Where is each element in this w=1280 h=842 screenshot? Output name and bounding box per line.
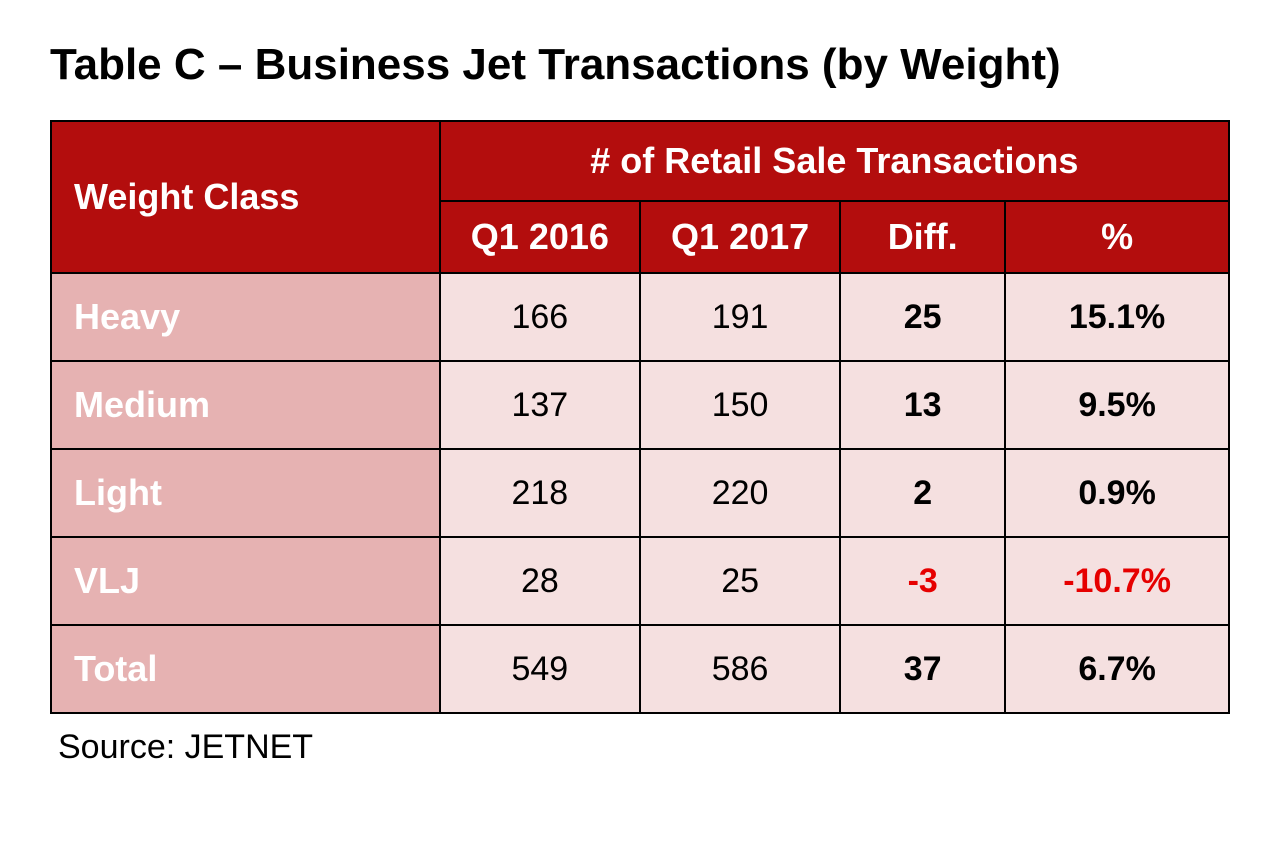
col-diff: Diff.: [840, 201, 1005, 273]
row-label: VLJ: [51, 537, 440, 625]
col-q1-2017: Q1 2017: [640, 201, 840, 273]
page-title: Table C – Business Jet Transactions (by …: [50, 40, 1230, 90]
col-q1-2016: Q1 2016: [440, 201, 640, 273]
source-line: Source: JETNET: [50, 728, 1230, 767]
cell-q1-2017: 25: [640, 537, 840, 625]
cell-pct: 15.1%: [1005, 273, 1229, 361]
col-weight-class: Weight Class: [51, 121, 440, 273]
row-label: Total: [51, 625, 440, 713]
cell-q1-2016: 549: [440, 625, 640, 713]
table-header: Weight Class # of Retail Sale Transactio…: [51, 121, 1229, 273]
cell-q1-2017: 150: [640, 361, 840, 449]
cell-q1-2017: 586: [640, 625, 840, 713]
table-c-container: Table C – Business Jet Transactions (by …: [0, 0, 1280, 767]
row-label: Light: [51, 449, 440, 537]
cell-q1-2016: 137: [440, 361, 640, 449]
table-row: Medium 137 150 13 9.5%: [51, 361, 1229, 449]
table-body: Heavy 166 191 25 15.1% Medium 137 150 13…: [51, 273, 1229, 713]
cell-q1-2016: 218: [440, 449, 640, 537]
cell-pct: 9.5%: [1005, 361, 1229, 449]
cell-pct: 6.7%: [1005, 625, 1229, 713]
cell-diff: 2: [840, 449, 1005, 537]
table-row: Light 218 220 2 0.9%: [51, 449, 1229, 537]
cell-pct: -10.7%: [1005, 537, 1229, 625]
transactions-table: Weight Class # of Retail Sale Transactio…: [50, 120, 1230, 714]
col-group: # of Retail Sale Transactions: [440, 121, 1229, 201]
table-row: Total 549 586 37 6.7%: [51, 625, 1229, 713]
cell-q1-2016: 166: [440, 273, 640, 361]
cell-pct: 0.9%: [1005, 449, 1229, 537]
cell-q1-2016: 28: [440, 537, 640, 625]
row-label: Heavy: [51, 273, 440, 361]
table-row: VLJ 28 25 -3 -10.7%: [51, 537, 1229, 625]
row-label: Medium: [51, 361, 440, 449]
col-pct: %: [1005, 201, 1229, 273]
cell-q1-2017: 220: [640, 449, 840, 537]
cell-diff: -3: [840, 537, 1005, 625]
cell-diff: 37: [840, 625, 1005, 713]
cell-diff: 25: [840, 273, 1005, 361]
table-row: Heavy 166 191 25 15.1%: [51, 273, 1229, 361]
cell-diff: 13: [840, 361, 1005, 449]
cell-q1-2017: 191: [640, 273, 840, 361]
